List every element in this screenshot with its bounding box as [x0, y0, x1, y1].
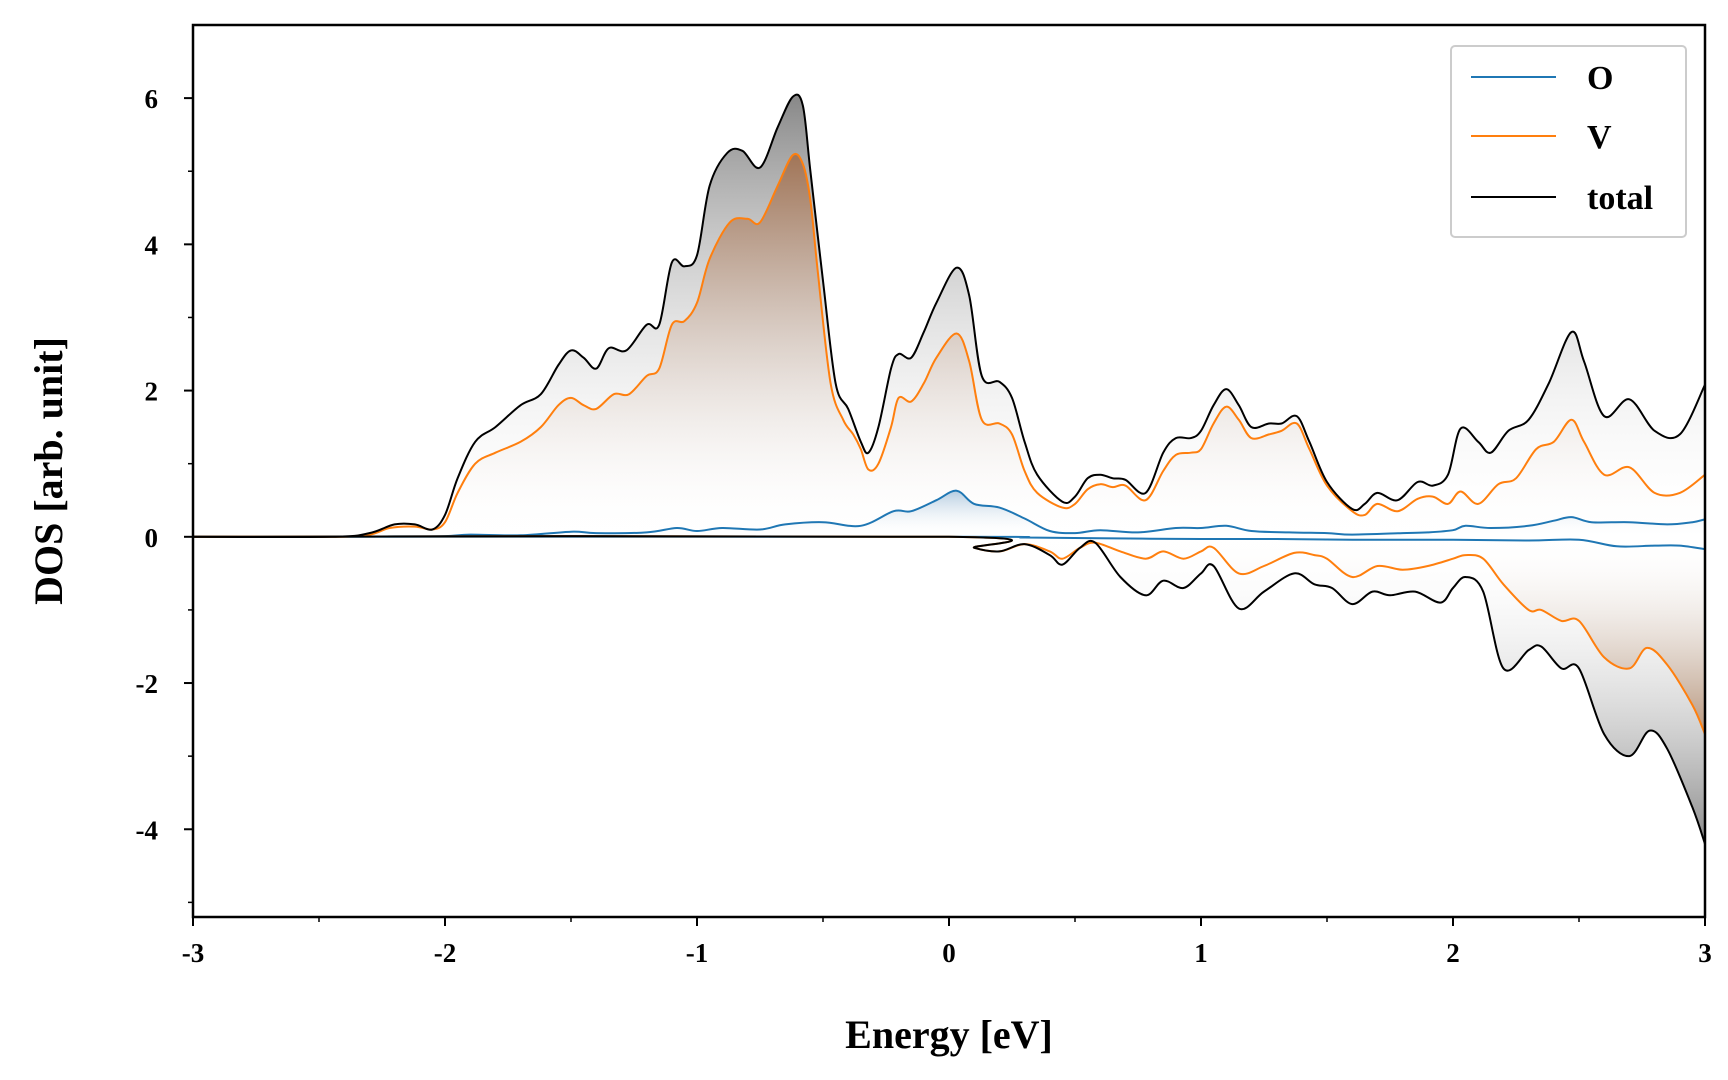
area-fills [193, 94, 1705, 844]
y-tick-label: -2 [136, 669, 159, 699]
series-line-v-spin-up [193, 152, 1705, 538]
x-tick-label: -1 [686, 938, 709, 968]
legend-label-o: O [1587, 60, 1613, 97]
series-lines [193, 93, 1705, 845]
x-tick-label: 0 [942, 938, 956, 968]
area-fill-v-spin-up [193, 153, 1705, 537]
area-fill-v-spin-down [193, 536, 1705, 735]
series-line-o-spin-up [193, 489, 1705, 538]
y-axis-title: DOS [arb. unit] [26, 337, 71, 605]
y-tick-label: -4 [136, 815, 159, 845]
x-axis-title: Energy [eV] [845, 1012, 1053, 1057]
legend-frame [1450, 45, 1687, 238]
series-line-total-spin-up [193, 93, 1705, 539]
legend-label-v: V [1587, 119, 1612, 156]
y-tick-label: 6 [145, 84, 159, 114]
legend: O V total [1450, 45, 1687, 238]
x-tick-label: 3 [1698, 938, 1712, 968]
y-tick-label: 2 [145, 377, 159, 407]
x-tick-label: 2 [1446, 938, 1460, 968]
legend-label-total: total [1587, 180, 1653, 217]
x-tick-label: -2 [434, 938, 457, 968]
area-fill-o-spin-up [193, 490, 1705, 537]
series-line-total-spin-down [193, 535, 1705, 845]
axes: -3 -2 -1 0 1 2 3 -4 -2 0 2 4 6 [136, 23, 1712, 968]
x-tick-label: 1 [1194, 938, 1208, 968]
y-tick-label: 4 [145, 230, 159, 260]
y-tick-label: 0 [145, 523, 159, 553]
x-tick-label: -3 [182, 938, 205, 968]
